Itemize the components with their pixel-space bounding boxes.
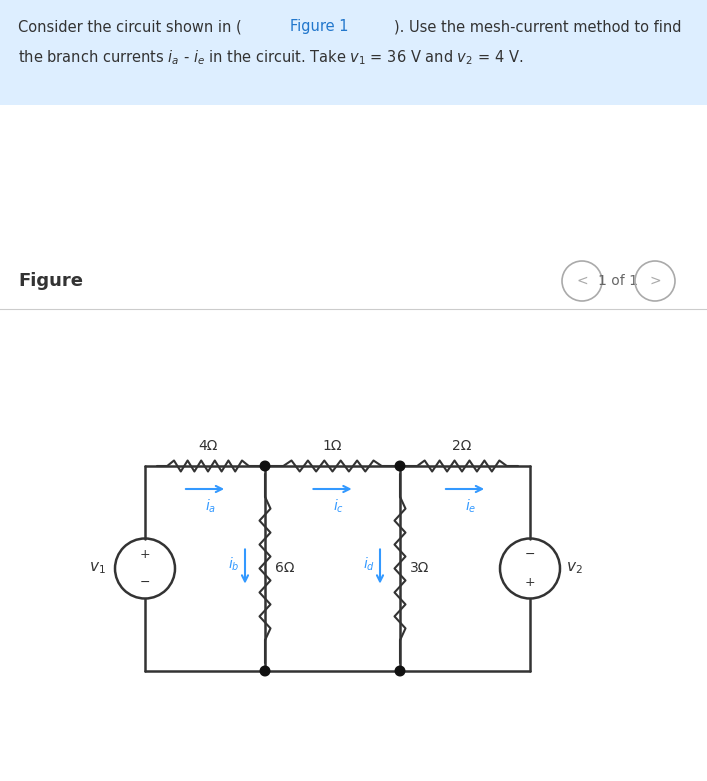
Text: 1Ω: 1Ω [323,439,342,453]
Circle shape [260,462,270,471]
Text: 6Ω: 6Ω [275,562,295,576]
Text: Figure: Figure [18,272,83,290]
Text: ). Use the mesh-current method to find: ). Use the mesh-current method to find [394,19,682,34]
Text: $i_c$: $i_c$ [333,498,344,515]
Text: <: < [576,274,588,288]
Text: $i_d$: $i_d$ [363,556,375,573]
Text: $i_b$: $i_b$ [228,556,240,573]
Text: $i_e$: $i_e$ [465,498,477,515]
Text: the branch currents $\it{i}_a$ - $\it{i}_e$ in the circuit. Take $\it{v}_1$ = 36: the branch currents $\it{i}_a$ - $\it{i}… [18,48,523,66]
Text: 2Ω: 2Ω [452,439,472,453]
FancyBboxPatch shape [0,0,707,105]
Text: −: − [525,547,535,561]
Text: 1 of 1: 1 of 1 [598,274,638,288]
Text: Consider the circuit shown in (: Consider the circuit shown in ( [18,19,242,34]
Text: 4Ω: 4Ω [198,439,218,453]
Circle shape [395,666,405,676]
Text: $v_2$: $v_2$ [566,561,583,576]
Text: +: + [525,576,535,590]
Text: 3Ω: 3Ω [410,562,429,576]
Text: −: − [140,576,151,590]
Text: $v_1$: $v_1$ [88,561,105,576]
Text: Figure 1: Figure 1 [290,19,349,34]
Text: $i_a$: $i_a$ [206,498,216,515]
Text: +: + [140,547,151,561]
Circle shape [260,666,270,676]
Text: >: > [649,274,661,288]
Circle shape [395,462,405,471]
